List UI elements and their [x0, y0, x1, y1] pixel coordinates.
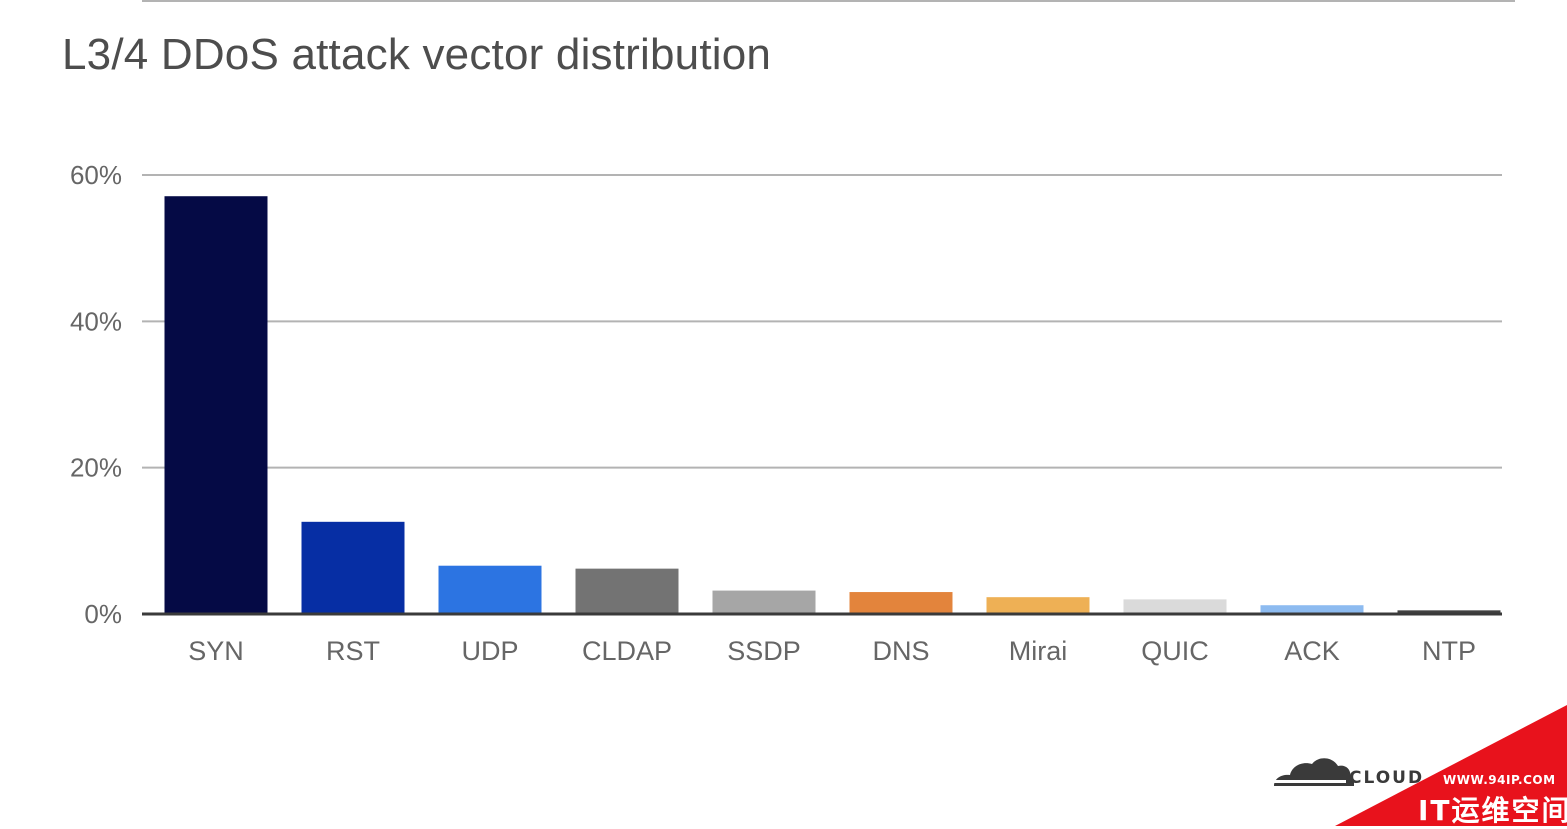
x-tick-label: SSDP — [727, 636, 801, 666]
x-tick-label: RST — [326, 636, 380, 666]
y-tick-label: 20% — [70, 453, 122, 483]
x-tick-label: Mirai — [1009, 636, 1068, 666]
bar-udp — [438, 565, 542, 614]
bar-quic — [1123, 599, 1227, 614]
x-tick-label: NTP — [1422, 636, 1476, 666]
x-tick-label: SYN — [188, 636, 244, 666]
x-tick-label: UDP — [461, 636, 518, 666]
bar-ack — [1260, 605, 1364, 614]
bar-mirai — [986, 597, 1090, 614]
bar-dns — [849, 592, 953, 614]
bars — [164, 196, 1501, 615]
y-axis-ticks: 0% 20% 40% 60% — [70, 160, 122, 629]
cloudflare-wordmark: CLOUD — [1349, 768, 1425, 788]
watermark-url: WWW.94IP.COM — [1443, 773, 1556, 787]
bar-ntp — [1397, 610, 1501, 614]
gridlines — [142, 174, 1502, 469]
watermark-banner — [1335, 705, 1567, 826]
bar-rst — [301, 521, 405, 614]
x-tick-label: CLDAP — [582, 636, 672, 666]
bar-ssdp — [712, 590, 816, 614]
x-axis-labels: SYN RST UDP CLDAP SSDP DNS Mirai QUIC ACK NTP — [188, 636, 1476, 666]
x-tick-label: DNS — [872, 636, 929, 666]
y-tick-label: 60% — [70, 160, 122, 190]
cloudflare-logo — [1270, 758, 1354, 786]
x-tick-label: QUIC — [1141, 636, 1209, 666]
y-tick-label: 0% — [84, 599, 122, 629]
watermark-site-name: IT运维空间 — [1418, 794, 1567, 827]
bar-syn — [164, 196, 268, 615]
bar-cldap — [575, 568, 679, 614]
y-tick-label: 40% — [70, 306, 122, 336]
x-tick-label: ACK — [1284, 636, 1340, 666]
chart-title: L3/4 DDoS attack vector distribution — [62, 30, 772, 79]
top-rule — [142, 0, 1515, 2]
